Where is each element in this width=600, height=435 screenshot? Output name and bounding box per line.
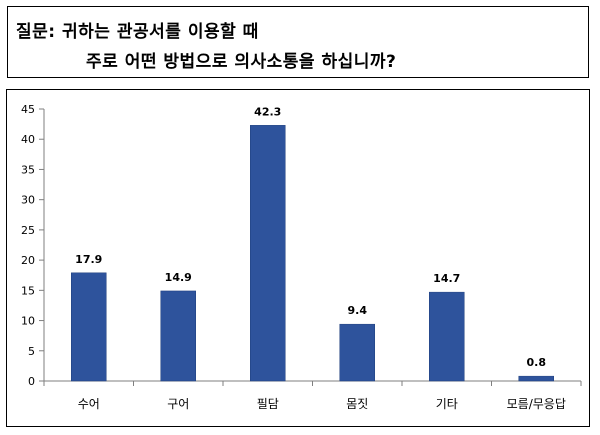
bar-value-label: 0.8 [527,356,547,369]
y-tick-label: 5 [28,345,35,358]
bar-value-label: 42.3 [254,105,281,118]
category-label: 구어 [167,397,189,411]
y-tick-label: 10 [21,315,35,328]
bar-value-label: 9.4 [348,304,368,317]
category-label: 기타 [436,397,458,411]
y-tick-label: 25 [21,224,35,237]
y-tick-label: 0 [28,375,35,388]
category-label: 필담 [257,397,279,411]
question-line-1: 질문: 귀하는 관공서를 이용할 때 [16,22,259,42]
bar [518,375,554,382]
y-tick-label: 45 [21,103,35,116]
bar [250,125,286,382]
y-tick-label: 40 [21,133,35,146]
bar-value-label: 14.7 [433,272,460,285]
chart-frame: 0 5 10 15 20 25 30 35 40 45 17.9 수어 14.9 구어 42.3 필담 9.4 몸… [6,89,590,427]
bar [339,323,375,382]
y-tick-label: 20 [21,254,35,267]
bar [160,290,196,382]
bar-value-label: 17.9 [75,253,102,266]
y-tick-label: 15 [21,284,35,297]
bar [71,272,107,382]
bar-chart: 0 5 10 15 20 25 30 35 40 45 17.9 수어 14.9 구어 42.3 필담 9.4 몸… [21,103,582,411]
y-tick-label: 30 [21,194,35,207]
category-label: 수어 [78,397,100,411]
bar [429,291,465,382]
question-line-2: 주로 어떤 방법으로 의사소통을 하십니까? [86,52,397,72]
category-label: 몸짓 [346,397,368,411]
bar-value-label: 14.9 [165,271,192,284]
y-tick-label: 35 [21,163,35,176]
question-box: 질문: 귀하는 관공서를 이용할 때 주로 어떤 방법으로 의사소통을 하십니까… [7,6,589,78]
category-label: 모름/무응답 [507,397,566,411]
